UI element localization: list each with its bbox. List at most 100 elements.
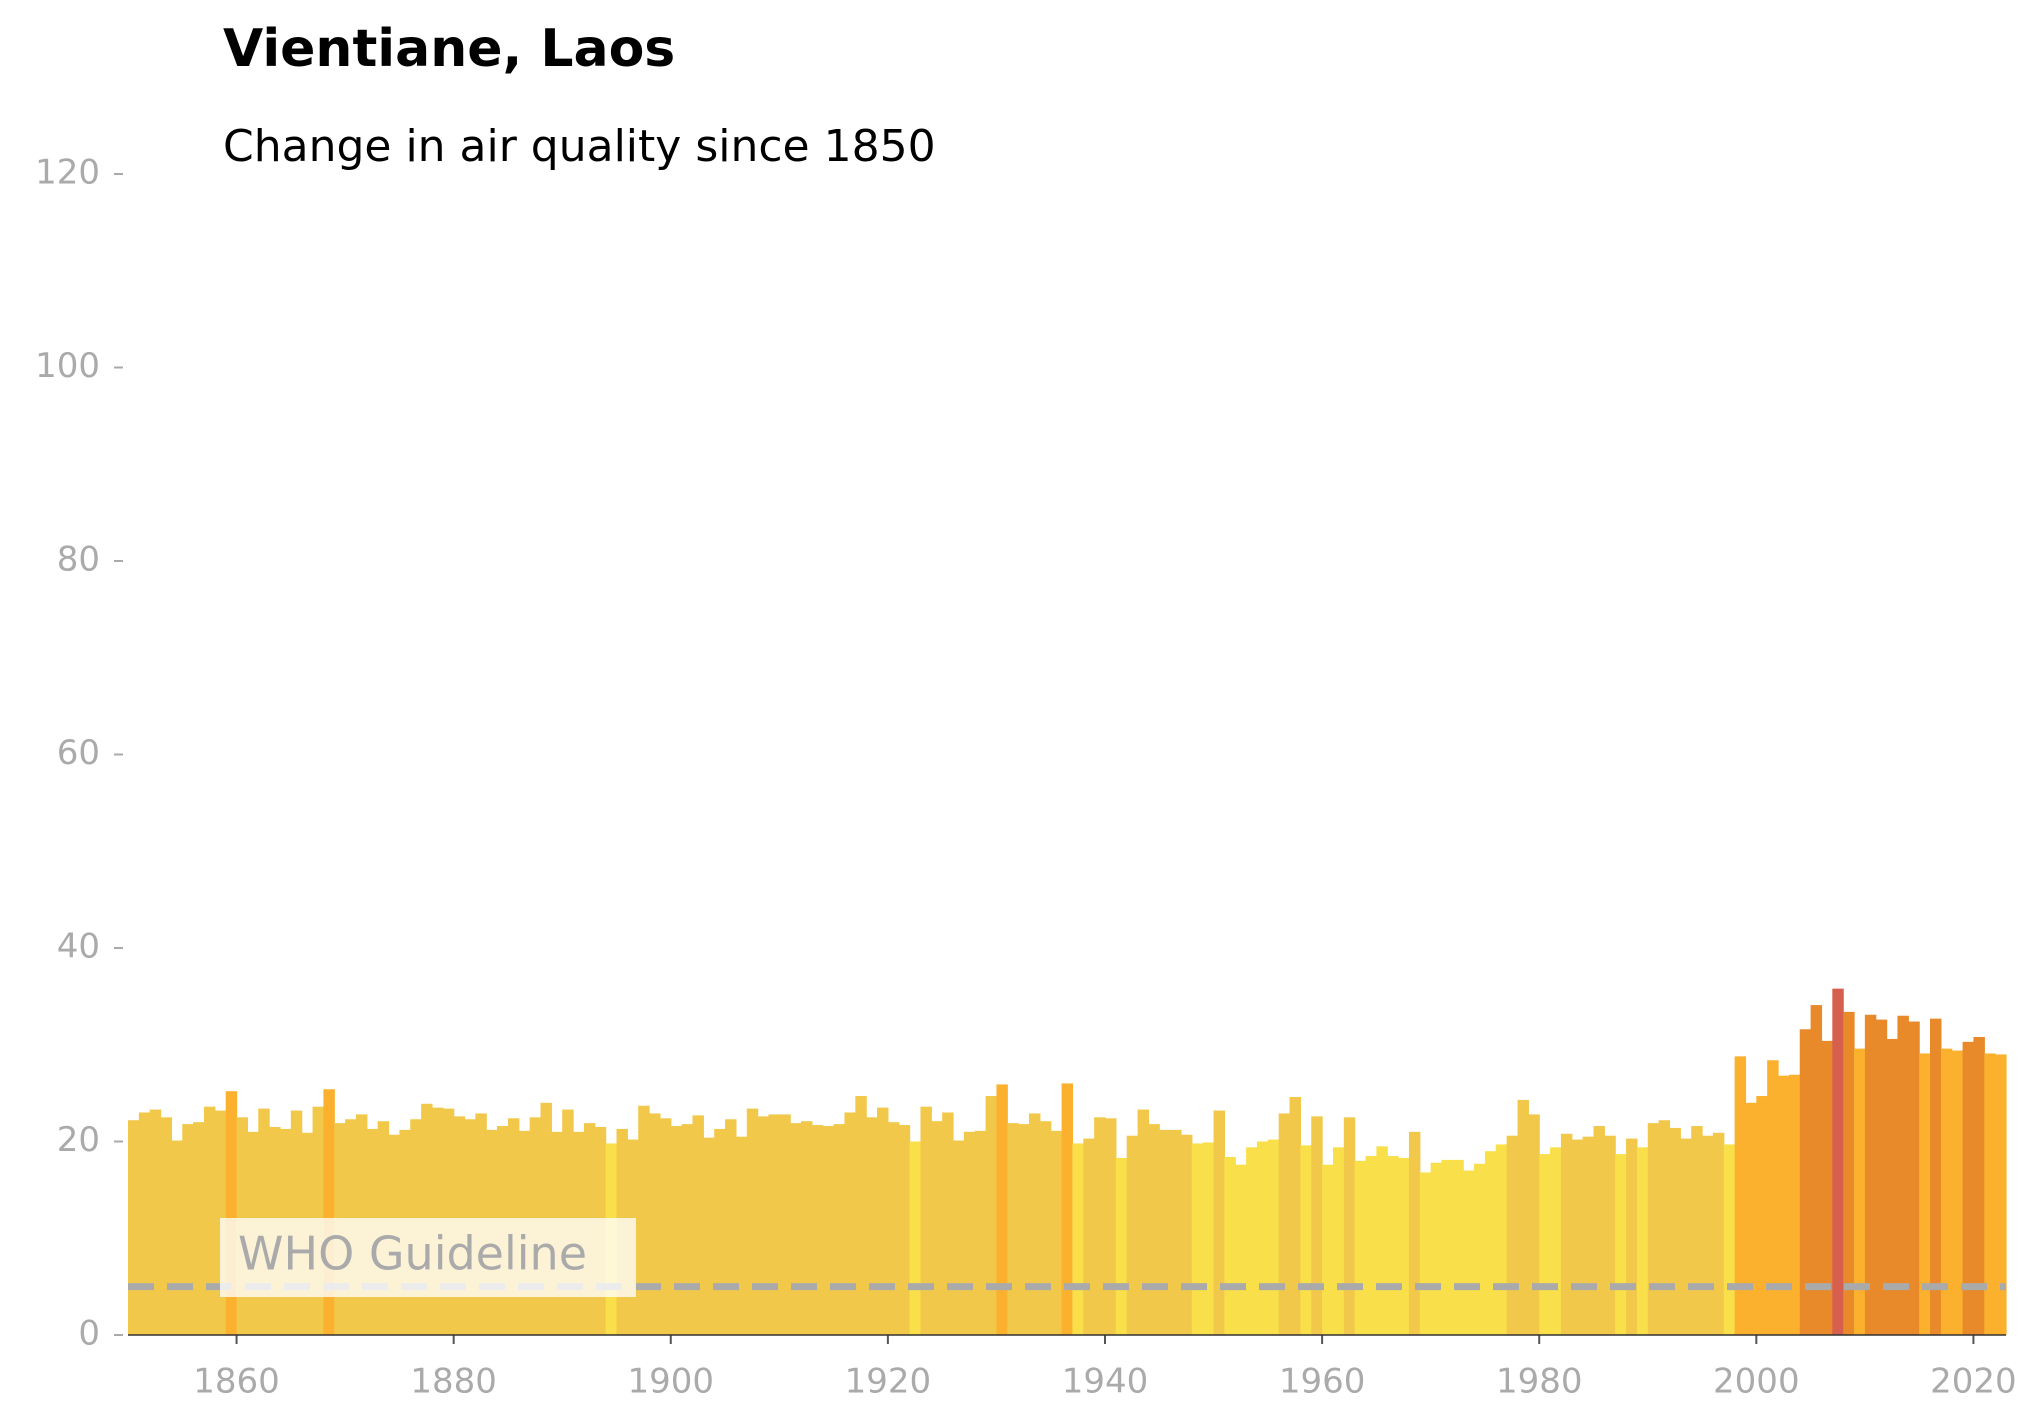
x-tick-label: 1900	[628, 1362, 715, 1402]
bar	[1452, 1159, 1464, 1335]
bar	[1408, 1131, 1421, 1335]
bar	[1995, 1054, 2007, 1335]
bar	[1962, 1041, 1975, 1335]
bar	[1702, 1135, 1714, 1335]
bar	[1387, 1156, 1399, 1335]
x-tick-label: 2020	[1930, 1362, 2017, 1402]
bar	[138, 1112, 151, 1335]
y-tick-label: 80	[57, 540, 100, 580]
bar	[1919, 1053, 1931, 1335]
y-tick-label: 60	[57, 733, 100, 773]
bar	[1029, 1113, 1041, 1335]
bar	[757, 1116, 770, 1335]
x-tick-label: 1860	[193, 1362, 280, 1402]
bar	[1626, 1138, 1638, 1335]
bar	[1615, 1154, 1627, 1335]
bar	[735, 1136, 748, 1335]
bar	[1658, 1120, 1671, 1335]
bar	[1854, 1048, 1866, 1335]
overlay: WHO Guideline	[128, 1218, 2006, 1297]
bar	[1940, 1048, 1953, 1335]
bar	[790, 1123, 802, 1335]
bar	[1582, 1136, 1595, 1335]
bar	[1495, 1144, 1508, 1335]
chart-title: Vientiane, Laos	[223, 19, 675, 79]
bar	[1322, 1164, 1334, 1335]
bar	[746, 1108, 759, 1335]
bar	[898, 1125, 911, 1335]
bar	[659, 1118, 672, 1335]
bar	[1289, 1096, 1301, 1335]
bar	[1712, 1132, 1725, 1335]
bar	[1875, 1019, 1888, 1335]
bar	[714, 1128, 726, 1335]
bar	[1799, 1029, 1812, 1335]
bar	[1691, 1126, 1703, 1335]
bar	[1474, 1163, 1486, 1335]
bar	[1908, 1021, 1920, 1335]
bar	[1810, 1005, 1823, 1335]
bar	[1278, 1113, 1291, 1335]
x-tick-label: 1960	[1279, 1362, 1366, 1402]
bar	[182, 1124, 194, 1335]
bar	[822, 1126, 835, 1335]
bar	[909, 1141, 922, 1335]
bar	[1864, 1014, 1877, 1335]
bar	[171, 1140, 183, 1335]
bar	[1517, 1099, 1529, 1335]
bar	[920, 1106, 932, 1335]
bar	[1072, 1143, 1084, 1335]
bar	[1300, 1145, 1312, 1335]
bar	[128, 1120, 140, 1335]
bar	[1126, 1135, 1139, 1335]
bar	[670, 1126, 683, 1335]
bar	[1593, 1126, 1605, 1335]
y-tick-label: 100	[35, 346, 100, 386]
bar	[703, 1137, 715, 1335]
bar	[203, 1106, 216, 1335]
bar	[1571, 1139, 1584, 1335]
x-tick-label: 1920	[845, 1362, 932, 1402]
bar	[1332, 1147, 1345, 1335]
y-tick-label: 0	[78, 1314, 100, 1354]
bar	[1897, 1015, 1909, 1335]
bar	[768, 1114, 780, 1335]
bar	[887, 1122, 900, 1335]
bar	[1050, 1130, 1063, 1335]
chart-subtitle: Change in air quality since 1850	[223, 121, 936, 172]
bar	[1973, 1037, 1985, 1335]
bar	[1430, 1162, 1443, 1335]
bar	[1061, 1083, 1074, 1335]
bar	[1550, 1147, 1562, 1335]
bar	[681, 1124, 694, 1335]
y-tick-label: 40	[57, 927, 100, 967]
bar	[1007, 1123, 1019, 1335]
bar	[1159, 1129, 1171, 1335]
bar	[953, 1140, 965, 1335]
bar	[1767, 1060, 1779, 1335]
bar	[1104, 1118, 1117, 1335]
guideline-label-box	[220, 1218, 636, 1297]
bar	[1560, 1133, 1573, 1335]
bar	[1756, 1096, 1768, 1335]
x-tick-label: 1980	[1496, 1362, 1583, 1402]
bar	[1984, 1053, 1996, 1335]
bar	[1137, 1109, 1150, 1335]
bar	[1832, 988, 1844, 1335]
bar	[1311, 1116, 1323, 1335]
bar	[160, 1117, 173, 1335]
bar	[1843, 1011, 1855, 1335]
bar	[1365, 1156, 1377, 1335]
bar	[149, 1109, 162, 1335]
bar	[692, 1115, 704, 1335]
x-tick-label: 1880	[410, 1362, 497, 1402]
bar	[1528, 1114, 1540, 1335]
bar	[1191, 1143, 1204, 1335]
bar	[1506, 1135, 1519, 1335]
bar	[1484, 1151, 1497, 1335]
bar	[638, 1105, 650, 1335]
bar	[1202, 1142, 1215, 1335]
bar	[1213, 1110, 1226, 1335]
bar	[1039, 1121, 1052, 1335]
